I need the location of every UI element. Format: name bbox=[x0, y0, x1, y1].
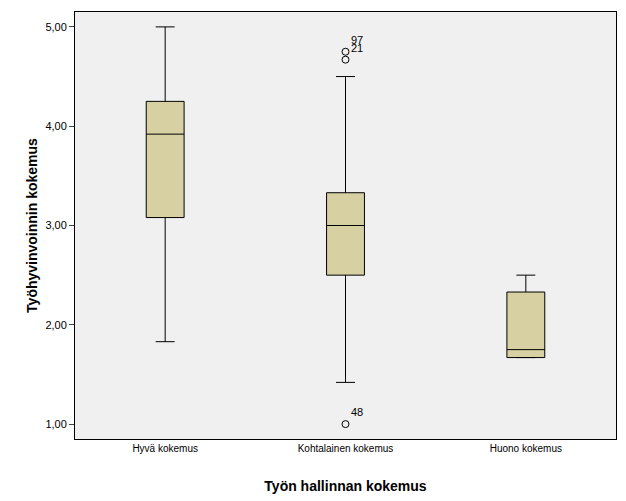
svg-text:21: 21 bbox=[351, 42, 363, 54]
svg-text:3,00: 3,00 bbox=[45, 219, 66, 231]
svg-text:4,00: 4,00 bbox=[45, 120, 66, 132]
svg-text:48: 48 bbox=[351, 406, 363, 418]
svg-text:Hyvä kokemus: Hyvä kokemus bbox=[132, 443, 198, 454]
svg-text:1,00: 1,00 bbox=[45, 418, 66, 430]
svg-text:Kohtalainen kokemus: Kohtalainen kokemus bbox=[298, 443, 394, 454]
svg-text:Työhyvinvoinnin kokemus: Työhyvinvoinnin kokemus bbox=[24, 138, 40, 313]
svg-text:Työn hallinnan kokemus: Työn hallinnan kokemus bbox=[264, 478, 427, 494]
svg-text:5,00: 5,00 bbox=[45, 21, 66, 33]
svg-text:Huono kokemus: Huono kokemus bbox=[490, 443, 562, 454]
svg-text:2,00: 2,00 bbox=[45, 319, 66, 331]
svg-text:97: 97 bbox=[351, 34, 363, 46]
